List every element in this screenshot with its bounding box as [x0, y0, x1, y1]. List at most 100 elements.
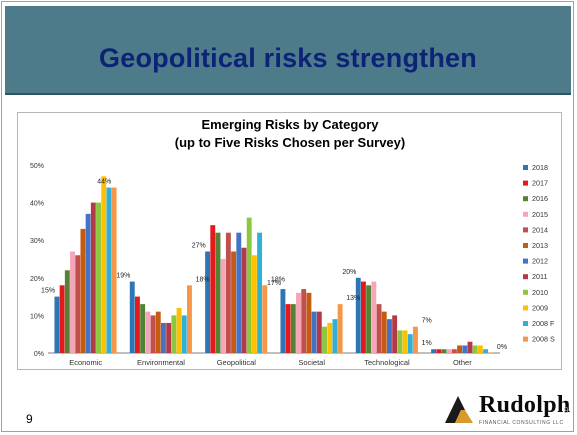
data-label: 0% — [497, 344, 507, 351]
legend-label: 2011 — [532, 272, 547, 281]
data-label: 17% — [267, 280, 281, 287]
legend-swatch — [523, 321, 528, 326]
bar-2014 — [151, 315, 156, 353]
bar-2013 — [156, 312, 161, 353]
bar-2018 — [130, 282, 135, 353]
bar-2009 — [177, 308, 182, 353]
bar-2008-f — [257, 233, 262, 353]
bar-2017 — [60, 285, 65, 353]
y-tick-label: 50% — [30, 163, 44, 170]
bar-2012 — [387, 319, 392, 353]
legend-swatch — [523, 337, 528, 342]
bar-2015 — [221, 259, 226, 353]
bar-2013 — [457, 345, 462, 353]
y-tick-label: 10% — [30, 313, 44, 320]
bar-2013 — [231, 251, 236, 353]
y-tick-label: 30% — [30, 238, 44, 245]
bar-2011 — [468, 342, 473, 353]
x-tick-label: Societal — [298, 358, 325, 367]
bar-2013 — [306, 293, 311, 353]
legend-label: 2008 S — [532, 335, 555, 344]
bar-2008-s — [187, 285, 192, 353]
x-tick-label: Economic — [69, 358, 102, 367]
chart-subtitle: (up to Five Risks Chosen per Survey) — [175, 135, 405, 150]
bar-2012 — [86, 214, 91, 353]
legend-swatch — [523, 165, 528, 170]
bar-2014 — [452, 349, 457, 353]
legend-label: 2008 F — [532, 319, 555, 328]
emerging-risks-chart: Emerging Risks by Category (up to Five R… — [18, 113, 563, 371]
chart-panel: Emerging Risks by Category (up to Five R… — [17, 112, 562, 370]
bar-2015 — [371, 282, 376, 353]
bar-2018 — [431, 349, 436, 353]
data-label: 15% — [41, 288, 55, 295]
bar-2018 — [205, 251, 210, 353]
bar-2014 — [377, 304, 382, 353]
bar-2016 — [442, 349, 447, 353]
rudolph-logo: Rudolph FINANCIAL CONSULTING LLC — [443, 392, 563, 430]
bar-2011 — [317, 312, 322, 353]
legend-swatch — [523, 305, 528, 310]
bar-2016 — [291, 304, 296, 353]
logo-page-number: 9 — [564, 406, 568, 415]
legend-label: 2013 — [532, 241, 548, 250]
bar-2009 — [478, 345, 483, 353]
bar-2015 — [70, 251, 75, 353]
y-tick-label: 20% — [30, 276, 44, 283]
legend-swatch — [523, 243, 528, 248]
bar-2008-s — [413, 327, 418, 353]
legend-swatch — [523, 227, 528, 232]
bar-2015 — [447, 349, 452, 353]
data-label: 7% — [422, 318, 432, 325]
bar-2016 — [216, 233, 221, 353]
bar-2018 — [280, 289, 285, 353]
bar-2008-f — [332, 319, 337, 353]
data-label: 27% — [192, 242, 206, 249]
legend-label: 2009 — [532, 303, 548, 312]
bar-2010 — [397, 330, 402, 353]
bar-2009 — [252, 255, 257, 353]
y-tick-label: 40% — [30, 201, 44, 208]
bar-2010 — [473, 345, 478, 353]
bar-2017 — [361, 282, 366, 353]
bar-2008-f — [408, 334, 413, 353]
bar-2012 — [161, 323, 166, 353]
bar-2008-s — [262, 285, 267, 353]
data-label: 1% — [422, 340, 432, 347]
bar-2018 — [356, 278, 361, 353]
bar-2012 — [236, 233, 241, 353]
slide-page-number: 9 — [26, 412, 33, 426]
bar-2008-s — [112, 188, 117, 353]
bar-2017 — [436, 349, 441, 353]
legend-label: 2017 — [532, 179, 548, 188]
bar-2012 — [312, 312, 317, 353]
bar-2012 — [462, 345, 467, 353]
legend-label: 2010 — [532, 288, 548, 297]
legend-swatch — [523, 181, 528, 186]
x-tick-label: Technological — [364, 358, 410, 367]
bar-2017 — [210, 225, 215, 353]
bar-2014 — [226, 233, 231, 353]
data-label: 18% — [196, 276, 210, 283]
legend-swatch — [523, 196, 528, 201]
logo-tagline: FINANCIAL CONSULTING LLC — [479, 420, 563, 426]
bar-2010 — [247, 218, 252, 353]
x-tick-label: Other — [453, 358, 472, 367]
data-label: 20% — [342, 269, 356, 276]
bar-2008-f — [182, 315, 187, 353]
bar-2009 — [327, 323, 332, 353]
data-label: 19% — [116, 273, 130, 280]
bar-2010 — [96, 203, 101, 353]
logo-wordmark: Rudolph — [479, 392, 571, 419]
bar-2013 — [80, 229, 85, 353]
bar-2011 — [91, 203, 96, 353]
bar-2014 — [75, 255, 80, 353]
bar-2017 — [286, 304, 291, 353]
bar-2014 — [301, 289, 306, 353]
chart-title: Emerging Risks by Category — [202, 117, 380, 132]
bar-2011 — [166, 323, 171, 353]
bar-2010 — [171, 315, 176, 353]
y-tick-label: 0% — [34, 351, 44, 358]
data-label: 44% — [97, 179, 111, 186]
bar-2011 — [242, 248, 247, 353]
